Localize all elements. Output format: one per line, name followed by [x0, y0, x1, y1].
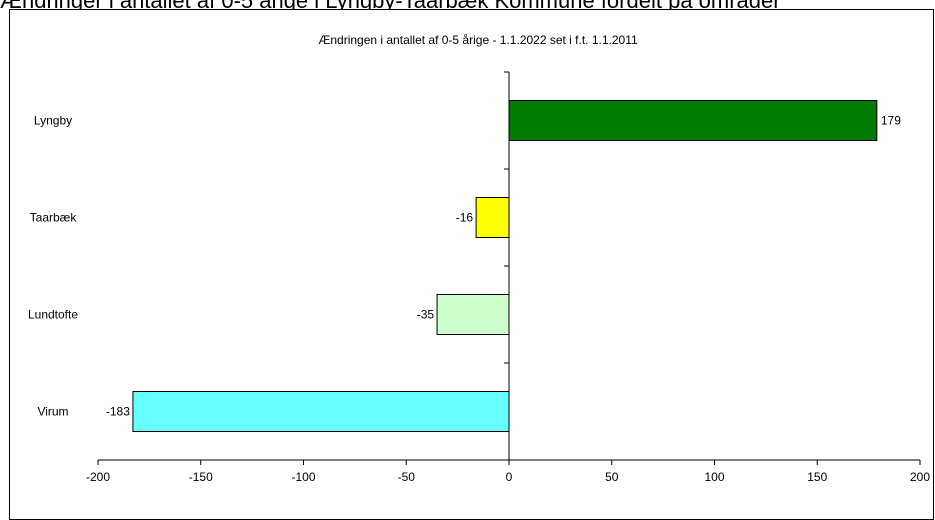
bar-virum [132, 391, 510, 432]
bar-lundtofte [436, 294, 510, 335]
x-tick-label: 150 [807, 470, 827, 484]
x-tick-label: -150 [189, 470, 213, 484]
x-tick-label: 0 [506, 470, 513, 484]
x-tick-label: 100 [704, 470, 724, 484]
x-tick-label: 50 [605, 470, 619, 484]
category-label-lyngby: Lyngby [34, 114, 72, 128]
x-tick-label: 200 [910, 470, 930, 484]
axes-group: Lyngby Taarbæk Lundtofte Virum -200 -150 -100 -… [28, 71, 930, 484]
category-label-virum: Virum [37, 405, 68, 419]
data-label-lyngby: 179 [881, 114, 901, 128]
chart-frame [9, 9, 934, 520]
x-tick-label: -200 [86, 470, 110, 484]
x-tick-label: -100 [291, 470, 315, 484]
bar-taarbæk [475, 197, 510, 238]
category-label-taarbæk: Taarbæk [30, 211, 78, 225]
data-label-taarbæk: -16 [456, 211, 474, 225]
data-label-lundtofte: -35 [417, 308, 435, 322]
category-label-lundtofte: Lundtofte [28, 308, 78, 322]
bars-group: 179 -16 -35 -183 [106, 100, 901, 432]
bar-lyngby [508, 100, 878, 141]
chart-title: Ændringen i antallet af 0-5 årige - 1.1.… [318, 33, 638, 47]
x-tick-label: -50 [398, 470, 416, 484]
data-label-virum: -183 [106, 405, 130, 419]
